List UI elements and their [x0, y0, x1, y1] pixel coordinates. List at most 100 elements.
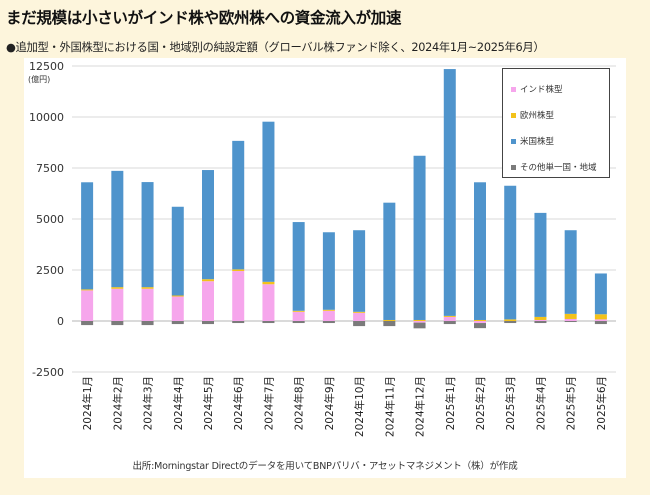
bar-segment: [81, 289, 94, 291]
bar-segment: [111, 170, 124, 288]
y-tick-label: 2500: [36, 264, 64, 277]
bar-segment: [534, 212, 547, 317]
legend-swatch-other: [511, 164, 516, 170]
bar-segment: [504, 185, 517, 320]
bar-segment: [443, 321, 456, 325]
bar-segment: [534, 319, 547, 321]
bar-segment: [202, 170, 214, 280]
bar-segment: [594, 273, 607, 315]
bar-segment: [111, 288, 124, 321]
bar-segment: [504, 319, 517, 321]
bar-segment: [171, 296, 184, 321]
bar-segment: [413, 321, 426, 323]
x-tick-label: 2025年1月: [444, 376, 457, 430]
bar-segment: [232, 271, 245, 321]
legend-label-other: その他単一国・地域: [520, 163, 597, 173]
bar-chart: -2500 0 2500 5000 7500 10000 12500(億円) 2024年1月 2…: [28, 60, 616, 437]
x-tick-label: 2024年1月: [81, 376, 94, 430]
legend-label-india: インド株型: [520, 85, 563, 95]
bar-segment: [262, 281, 275, 285]
bar-segment: [413, 155, 426, 320]
legend-item-us: 米国株型: [511, 135, 554, 147]
bar-segment: [322, 232, 335, 310]
x-tick-label: 2024年12月: [414, 376, 427, 437]
x-tick-label: 2025年5月: [565, 376, 578, 430]
x-tick-label: 2024年9月: [323, 376, 336, 430]
bar-segment: [474, 182, 486, 320]
bar-segment: [504, 321, 517, 324]
x-tick-label: 2024年3月: [142, 376, 155, 430]
legend-swatch-europe: [511, 112, 516, 118]
y-tick-label: 12500: [29, 60, 64, 73]
bar-segment: [141, 182, 154, 288]
chart-title: まだ規模は小さいがインド株や欧州株への資金流入が加速: [6, 9, 402, 27]
bar-segment: [383, 202, 396, 320]
x-tick-label: 2025年2月: [474, 376, 487, 430]
bar-segment: [534, 316, 547, 320]
bar-segment: [171, 295, 184, 297]
x-tick-label: 2024年6月: [232, 376, 245, 430]
bar-segment: [171, 206, 184, 296]
legend-label-europe: 欧州株型: [520, 111, 555, 121]
x-tick-label: 2024年7月: [262, 376, 275, 430]
bar-segment: [322, 309, 335, 311]
bar-segment: [81, 182, 94, 290]
bar-segment: [292, 310, 305, 312]
y-tick-label: 7500: [36, 162, 64, 175]
bar-segment: [594, 314, 607, 320]
source-note: 出所:Morningstar Directのデータを用いてBNPパリバ・アセット…: [132, 461, 518, 472]
x-tick-label: 2024年2月: [111, 376, 124, 430]
y-tick-label: 0: [57, 315, 64, 328]
bar-segment: [534, 321, 547, 324]
bar-segment: [383, 319, 396, 321]
bar-segment: [81, 321, 94, 326]
bar-segment: [262, 121, 275, 282]
x-tick-label: 2024年10月: [353, 376, 366, 437]
bar-segment: [564, 321, 577, 323]
y-tick-label: -2500: [32, 366, 64, 379]
legend-item-other: その他単一国・地域: [511, 161, 597, 173]
bar-segment: [353, 312, 366, 321]
legend-swatch-india: [511, 86, 516, 92]
legend: インド株型 欧州株型 米国株型 その他単一国・地域: [502, 68, 610, 178]
bar-segment: [564, 230, 577, 314]
bar-segment: [474, 319, 486, 321]
bar-segment: [383, 321, 396, 327]
y-tick-label: 10000: [29, 111, 64, 124]
x-tick-label: 2025年6月: [595, 376, 608, 430]
x-tick-label: 2024年4月: [172, 376, 185, 430]
bar-segment: [353, 311, 366, 313]
bar-segment: [141, 321, 154, 326]
bar-segment: [443, 316, 456, 321]
bar-segment: [232, 321, 245, 324]
legend-swatch-us: [511, 138, 516, 144]
plot-panel: -2500 0 2500 5000 7500 10000 12500 (億円) 2024年1月 2…: [24, 58, 626, 478]
bar-segment: [111, 287, 124, 289]
bar-segment: [171, 321, 184, 325]
bar-segment: [474, 323, 486, 329]
legend-item-india: インド株型: [511, 83, 563, 95]
bar-segment: [292, 321, 305, 324]
x-tick-label: 2024年5月: [202, 376, 215, 430]
bar-segment: [262, 284, 275, 321]
bar-segment: [202, 321, 214, 325]
bar-segment: [141, 288, 154, 321]
bar-segment: [564, 318, 577, 321]
bar-segment: [594, 319, 607, 321]
bar-segment: [292, 222, 305, 311]
bar-segment: [474, 321, 486, 324]
bar-segment: [81, 290, 94, 321]
y-axis-label: (億円): [28, 74, 50, 84]
bar-segment: [292, 311, 305, 321]
y-tick-label: 5000: [36, 213, 64, 226]
bar-segment: [443, 315, 456, 317]
x-tick-label: 2024年8月: [293, 376, 306, 430]
legend-label-us: 米国株型: [520, 137, 555, 147]
bar-segment: [353, 230, 366, 312]
bar-segment: [353, 321, 366, 327]
chart-subtitle: ●追加型・外国株型における国・地域別の純設定額（グローバル株ファンド除く、202…: [6, 41, 545, 54]
bar-segment: [202, 279, 214, 282]
x-tick-label: 2025年3月: [504, 376, 517, 430]
bar-segment: [232, 140, 245, 270]
